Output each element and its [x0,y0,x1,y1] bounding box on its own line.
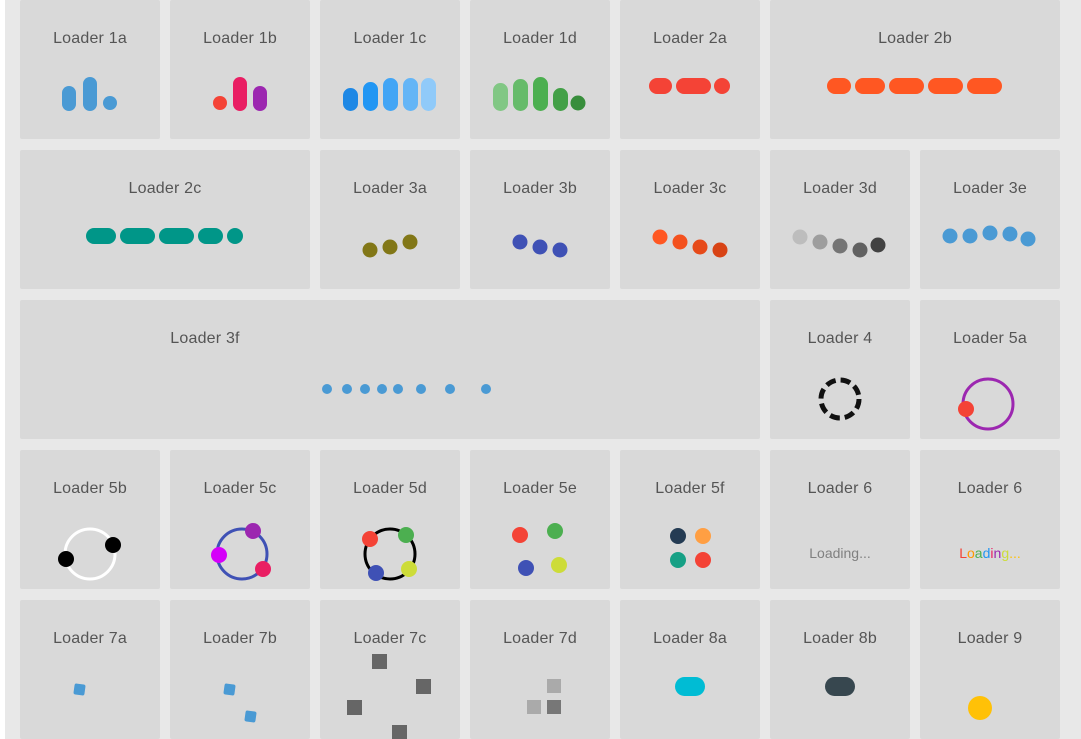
loader-card-6a: Loader 6 Loading... [770,450,910,589]
loader-title: Loader 6 [957,480,1023,497]
loader-title: Loader 7c [353,630,427,647]
orbit-loader-icon [958,377,1015,431]
loader-title: Loader 1b [203,30,277,47]
loader-title: Loader 5c [203,480,277,497]
loader-title: Loader 1d [503,30,577,47]
loader-title: Loader 8a [653,630,727,647]
loader-title: Loader 3a [353,180,427,197]
dots-loader-icon [362,234,418,258]
loader-title: Loader 3d [803,180,877,197]
loader-card-3c: Loader 3c [620,150,760,289]
loader-gallery: Loader 1a Loader 1b Loader 1c Loader 1d [5,0,1081,739]
rainbow-char: d [982,545,991,561]
loader-card-5e: Loader 5e [470,450,610,589]
loader-title: Loader 5a [953,330,1027,347]
square-loader-icon [223,683,257,723]
bar-loader-icon [493,77,586,111]
loader-title: Loader 2c [128,180,202,197]
loader-card-1d: Loader 1d [470,0,610,139]
dashed-ring-loader-icon [818,377,862,421]
orbit-loader-icon [211,523,271,581]
loader-card-2a: Loader 2a [620,0,760,139]
loader-title: Loader 5f [655,480,725,497]
loader-title: Loader 3f [170,330,240,347]
dots-loader-icon [652,229,728,258]
loader-card-8a: Loader 8a [620,600,760,739]
loader-card-1c: Loader 1c [320,0,460,139]
dots-loader-icon [512,234,568,258]
ball-loader-icon [968,696,992,720]
loader-card-7a: Loader 7a [20,600,160,739]
square-loader-icon [347,654,431,739]
loader-card-2c: Loader 2c [20,150,310,289]
rainbow-char: i [990,545,994,561]
rainbow-loading-text: Loading... [920,545,1060,561]
bar-loader-icon [62,77,117,111]
loader-card-2b: Loader 2b [770,0,1060,139]
loader-title: Loader 4 [807,330,873,347]
loader-card-3e: Loader 3e [920,150,1060,289]
loader-title: Loader 2b [878,30,952,47]
loader-card-5d: Loader 5d [320,450,460,589]
rainbow-char: o [967,545,975,561]
pill-loader-icon [825,677,855,696]
orbit-loader-icon [362,527,417,581]
loader-title: Loader 7b [203,630,277,647]
loader-card-9: Loader 9 [920,600,1060,739]
loader-card-5c: Loader 5c [170,450,310,589]
loader-title: Loader 5d [353,480,427,497]
loader-title: Loader 3b [503,180,577,197]
dots-loader-icon [512,523,567,576]
loader-card-3a: Loader 3a [320,150,460,289]
dots-loader-icon [322,384,491,394]
loader-title: Loader 5b [53,480,127,497]
loader-card-7b: Loader 7b [170,600,310,739]
loader-title: Loader 7d [503,630,577,647]
square-loader-icon [73,683,86,696]
loader-card-5f: Loader 5f [620,450,760,589]
loader-card-6b: Loader 6 Loading... [920,450,1060,589]
dots-loader-icon [670,528,711,568]
bar-loader-icon [343,78,436,111]
rainbow-char: ... [1009,545,1021,561]
loader-card-8b: Loader 8b [770,600,910,739]
dots-loader-icon [942,225,1036,247]
rainbow-char: a [974,545,983,561]
loader-card-3b: Loader 3b [470,150,610,289]
loader-card-1b: Loader 1b [170,0,310,139]
loader-title: Loader 3e [953,180,1027,197]
loader-card-5b: Loader 5b [20,450,160,589]
pill-loader-icon [675,677,705,696]
dash-loader-icon [649,78,730,94]
rainbow-char: L [959,545,967,561]
loader-title: Loader 3c [653,180,727,197]
dash-loader-icon [827,78,1002,94]
loader-card-4: Loader 4 [770,300,910,439]
dash-loader-icon [86,228,243,244]
loader-title: Loader 5e [503,480,577,497]
loader-title: Loader 7a [53,630,127,647]
loading-text: Loading... [809,545,871,561]
loader-title: Loader 1a [53,30,127,47]
loader-title: Loader 8b [803,630,877,647]
loader-card-1a: Loader 1a [20,0,160,139]
loader-title: Loader 6 [807,480,873,497]
loader-title: Loader 2a [653,30,727,47]
loader-card-5a: Loader 5a [920,300,1060,439]
rainbow-char: g [1001,545,1010,561]
orbit-loader-icon [58,527,121,581]
loader-title: Loader 9 [957,630,1023,647]
loader-title: Loader 1c [353,30,427,47]
loader-card-7c: Loader 7c [320,600,460,739]
square-loader-icon [527,679,561,714]
loader-card-3d: Loader 3d [770,150,910,289]
loader-card-7d: Loader 7d [470,600,610,739]
dots-loader-icon [792,229,886,258]
bar-loader-icon [213,77,267,111]
loader-card-3f: Loader 3f [20,300,760,439]
rainbow-char: n [993,545,1002,561]
